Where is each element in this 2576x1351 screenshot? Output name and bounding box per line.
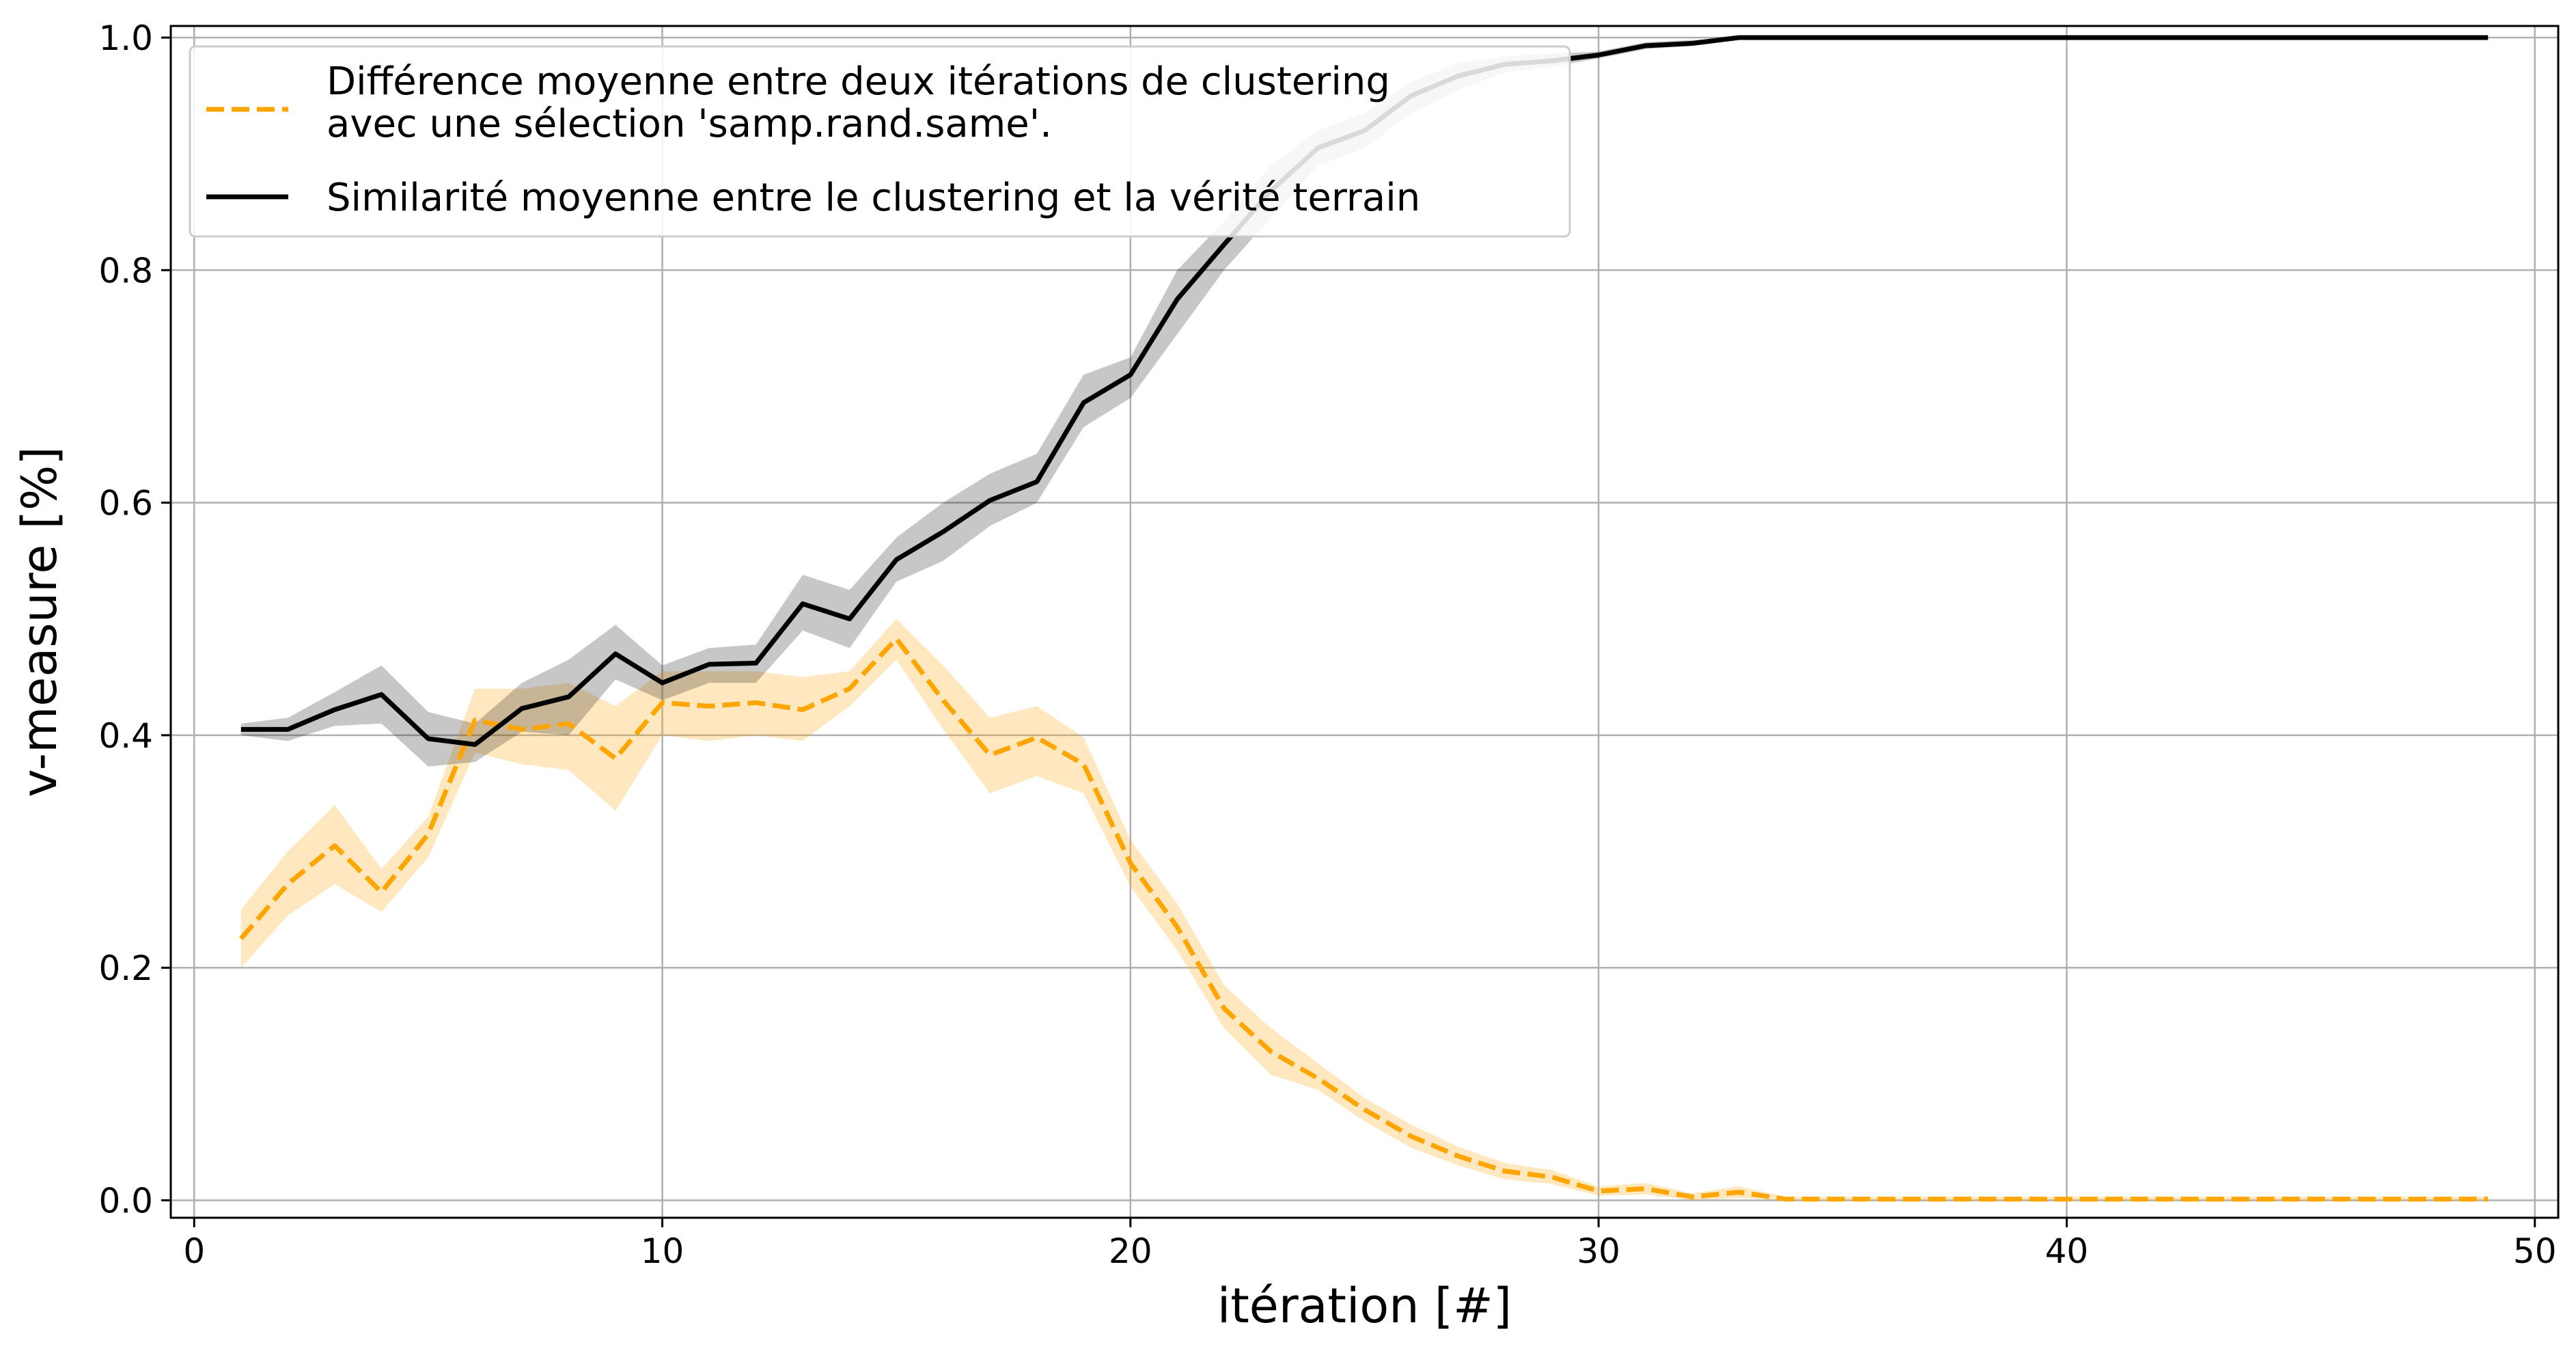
legend: Différence moyenne entre deux itérations… — [189, 45, 1571, 238]
axis-ticks: 0 10 20 30 40 50 0.0 0.2 0.4 0.6 0.8 1.0 — [98, 18, 2556, 1271]
y-tick-label: 1.0 — [98, 18, 153, 58]
legend-label: Différence moyenne entre deux itérations… — [327, 59, 1390, 104]
x-tick-label: 50 — [2513, 1231, 2557, 1271]
y-tick-label: 0.0 — [98, 1181, 153, 1220]
legend-label: Similarité moyenne entre le clustering e… — [327, 176, 1420, 220]
y-tick-label: 0.4 — [98, 716, 153, 756]
y-tick-label: 0.2 — [98, 949, 153, 988]
y-tick-label: 0.8 — [98, 251, 153, 290]
x-tick-label: 0 — [183, 1231, 205, 1271]
y-axis-label: v-measure [%] — [12, 446, 68, 797]
x-axis-label: itération [#] — [1217, 1278, 1512, 1334]
x-tick-label: 20 — [1109, 1231, 1152, 1271]
legend-label: avec une sélection 'samp.rand.same'. — [327, 102, 1052, 146]
confidence-band — [240, 38, 2489, 767]
x-tick-label: 30 — [1577, 1231, 1620, 1271]
confidence-bands — [240, 38, 2489, 1201]
x-tick-label: 10 — [641, 1231, 684, 1271]
y-tick-label: 0.6 — [98, 484, 153, 523]
x-tick-label: 40 — [2045, 1231, 2089, 1271]
legend-box — [189, 45, 1571, 238]
plot-frame — [169, 25, 2560, 1219]
series-line — [239, 636, 2489, 1202]
